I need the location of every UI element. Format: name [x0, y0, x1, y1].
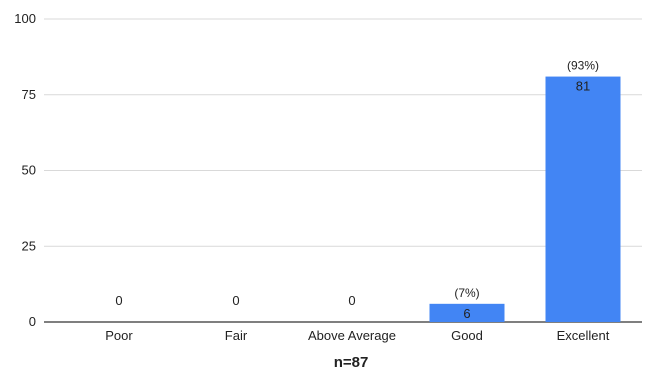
- value-label: 0: [232, 293, 239, 308]
- category-label: Above Average: [308, 328, 396, 343]
- category-label: Good: [451, 328, 483, 343]
- value-label: 0: [115, 293, 122, 308]
- bar: [429, 303, 505, 322]
- x-axis-category-labels: Poor Fair Above Average Good Excellent: [105, 328, 609, 343]
- bar: [545, 76, 621, 322]
- category-label: Fair: [225, 328, 248, 343]
- gridlines: [44, 18, 642, 323]
- category-label: Poor: [105, 328, 133, 343]
- data-labels: 0 0 0 6 (7%) 81 (93%): [115, 59, 599, 321]
- percent-label: (93%): [567, 59, 599, 73]
- sample-size-label: n=87: [334, 354, 369, 371]
- value-label: 81: [576, 79, 590, 94]
- y-tick-label: 50: [22, 163, 36, 178]
- y-axis-tick-labels: 0 25 50 75 100: [14, 11, 36, 329]
- y-tick-label: 100: [14, 11, 36, 26]
- y-tick-label: 0: [29, 314, 36, 329]
- value-label: 6: [463, 306, 470, 321]
- y-tick-label: 75: [22, 87, 36, 102]
- category-label: Excellent: [557, 328, 610, 343]
- bars: [429, 76, 621, 322]
- value-label: 0: [348, 293, 355, 308]
- y-tick-label: 25: [22, 238, 36, 253]
- percent-label: (7%): [454, 286, 479, 300]
